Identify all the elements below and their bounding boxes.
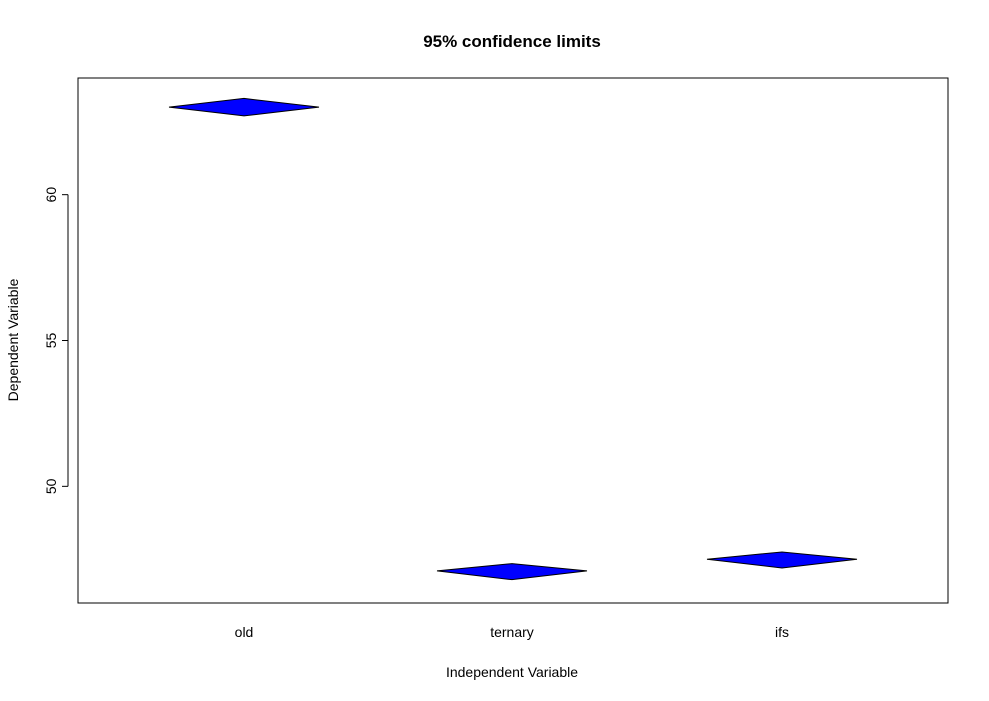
x-tick-label: ifs bbox=[775, 624, 789, 640]
diamond-marks bbox=[168, 97, 858, 581]
x-tick-label: old bbox=[235, 624, 254, 640]
chart-title: 95% confidence limits bbox=[423, 32, 601, 51]
diamond-old bbox=[168, 97, 320, 117]
y-tick-label: 50 bbox=[43, 478, 59, 494]
y-axis-label: Dependent Variable bbox=[5, 278, 21, 401]
x-axis-label: Independent Variable bbox=[446, 664, 578, 680]
y-tick-label: 55 bbox=[43, 333, 59, 349]
diamond-ternary bbox=[436, 563, 588, 581]
x-axis: old ternary ifs bbox=[235, 624, 789, 640]
y-axis: 50 55 60 bbox=[43, 187, 69, 494]
y-tick-label: 60 bbox=[43, 187, 59, 203]
x-tick-label: ternary bbox=[490, 624, 534, 640]
diamond-ifs bbox=[706, 551, 858, 569]
plot-frame bbox=[77, 77, 949, 604]
